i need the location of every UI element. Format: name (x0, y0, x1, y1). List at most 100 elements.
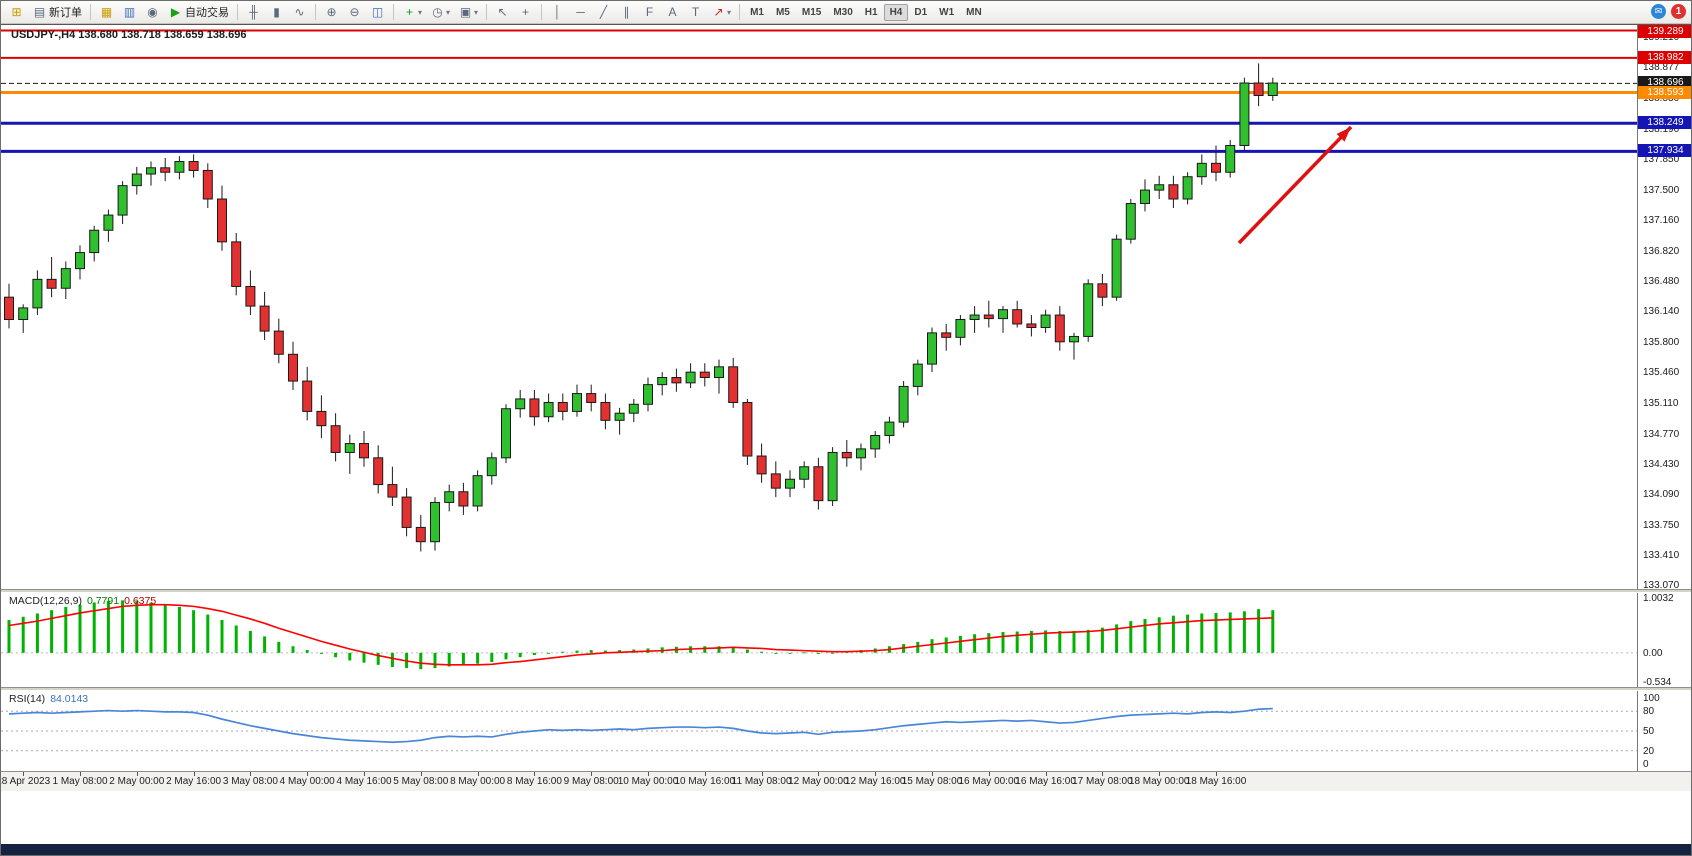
macd-histogram-bar (1171, 615, 1175, 653)
templates-button[interactable]: ▣ ▾ (454, 3, 482, 22)
macd-histogram-bar (532, 652, 536, 656)
timeframe-m1-button[interactable]: M1 (750, 6, 764, 18)
market-watch-icon: ▦ (100, 4, 113, 19)
candle-body (1225, 144, 1236, 173)
notification-badge[interactable]: 1 (1671, 4, 1686, 19)
indicators-button[interactable]: + ▾ (398, 3, 426, 22)
clock-icon: ◷ (432, 4, 443, 19)
candle-body (117, 185, 128, 216)
macd-histogram-bar (106, 600, 110, 653)
macd-histogram-bar (575, 650, 579, 653)
candlestick-chart-button[interactable]: ▮ (265, 3, 288, 22)
timeframe-d1-button[interactable]: D1 (914, 6, 928, 18)
zoom-in-button[interactable]: ⊕ (320, 3, 343, 22)
channel-button[interactable]: ∥ (615, 3, 638, 22)
crosshair-button[interactable]: + (514, 3, 537, 22)
macd-axis[interactable]: 1.0032 0.00 -0.534 (1637, 593, 1691, 688)
macd-histogram-bar (731, 647, 735, 653)
macd-histogram-bar (916, 641, 920, 653)
price-tick: 136.140 (1643, 306, 1680, 318)
periods-button[interactable]: ◷ ▾ (426, 3, 454, 22)
data-window-button[interactable]: ▥ (118, 3, 141, 22)
time-tick (875, 772, 877, 776)
macd-histogram-bar (348, 652, 352, 661)
trendline-icon: ╱ (599, 4, 608, 19)
new-order-button[interactable]: ▤ 新订单 (28, 3, 86, 22)
arrows-button[interactable]: ↗ ▾ (707, 3, 735, 22)
new-chart-button[interactable]: ⊞ (5, 3, 28, 22)
time-label: 16 May 00:00 (958, 776, 1020, 787)
bar-chart-button[interactable]: ╫ (242, 3, 265, 22)
market-watch-button[interactable]: ▦ (95, 3, 118, 22)
macd-histogram-bar (305, 650, 309, 653)
candle-body (827, 451, 838, 502)
time-label: 3 May 08:00 (222, 776, 278, 787)
rsi-tick: 100 (1643, 693, 1660, 704)
tile-windows-button[interactable]: ◫ (366, 3, 389, 22)
trendline-button[interactable]: ╱ (592, 3, 615, 22)
timeframe-w1-button[interactable]: W1 (939, 6, 955, 18)
time-tick (534, 772, 536, 776)
time-label: 12 May 16:00 (844, 776, 906, 787)
macd-histogram-bar (1228, 612, 1232, 653)
price-axis[interactable]: 139.210138.877138.530138.190137.850137.5… (1637, 25, 1691, 591)
trend-arrow[interactable] (1237, 125, 1353, 245)
price-tick: 133.410 (1643, 550, 1680, 562)
rsi-name: RSI(14) (9, 693, 46, 705)
macd-histogram-bar (589, 650, 593, 653)
line-chart-button[interactable]: ∿ (288, 3, 311, 22)
macd-tick: 1.0032 (1643, 593, 1674, 604)
cursor-icon: ↖ (497, 4, 508, 19)
rsi-chart[interactable] (1, 691, 1637, 771)
macd-histogram-bar (831, 652, 835, 654)
macd-histogram-bar (476, 652, 480, 664)
timeframe-h4-button[interactable]: H4 (883, 3, 909, 21)
price-tag: 138.593 (1638, 85, 1691, 99)
crosshair-icon: + (522, 4, 530, 19)
price-tag: 137.934 (1638, 144, 1691, 158)
price-chart[interactable] (1, 25, 1637, 589)
cursor-button[interactable]: ↖ (491, 3, 514, 22)
macd-histogram-bar (603, 650, 607, 653)
fibonacci-button[interactable]: F (638, 3, 661, 22)
candle-body (572, 393, 582, 412)
candle-body (330, 425, 341, 453)
macd-histogram-bar (461, 652, 465, 665)
time-tick (307, 772, 309, 776)
vertical-line-button[interactable]: │ (546, 3, 569, 22)
time-tick (23, 772, 25, 776)
timeframe-h1-button[interactable]: H1 (864, 6, 878, 18)
navigator-button[interactable]: ◉ (141, 3, 164, 22)
panel-splitter[interactable] (1, 589, 1691, 593)
toolbar-separator (393, 4, 394, 20)
toolbar-separator (315, 4, 316, 20)
price-tick: 134.430 (1643, 459, 1680, 471)
candle-body (288, 353, 298, 382)
macd-tick: -0.534 (1643, 677, 1672, 688)
zoom-out-button[interactable]: ⊖ (343, 3, 366, 22)
message-icon[interactable]: ✉ (1651, 4, 1666, 19)
candle-body (856, 448, 866, 459)
macd-chart[interactable] (1, 593, 1637, 687)
time-label: 16 May 16:00 (1015, 776, 1076, 787)
rsi-axis[interactable]: 100 80 50 20 0 (1637, 691, 1691, 771)
time-label: 8 May 00:00 (450, 776, 506, 787)
label-button[interactable]: T (684, 3, 707, 22)
candle-body (46, 278, 57, 289)
auto-trading-button[interactable]: ▶ 自动交易 (164, 3, 233, 22)
time-axis[interactable]: 28 Apr 2023 1 May 08:00 2 May 00:00 2 May 1… (1, 771, 1691, 791)
timeframe-m15-button[interactable]: M15 (801, 6, 822, 18)
timeframe-m30-button[interactable]: M30 (833, 6, 853, 18)
panel-splitter[interactable] (1, 687, 1691, 691)
timeframe-m5-button[interactable]: M5 (775, 6, 790, 18)
horizontal-line-button[interactable]: ─ (569, 3, 592, 22)
macd-histogram-bar (135, 600, 139, 653)
candle-body (188, 161, 199, 171)
timeframe-mn-button[interactable]: MN (966, 6, 982, 18)
text-button[interactable]: A (661, 3, 684, 22)
time-label: 5 May 08:00 (393, 776, 449, 787)
channel-icon: ∥ (623, 4, 630, 19)
line-chart-icon: ∿ (294, 4, 305, 19)
candle-body (941, 332, 952, 338)
macd-histogram-bar (1100, 627, 1104, 653)
